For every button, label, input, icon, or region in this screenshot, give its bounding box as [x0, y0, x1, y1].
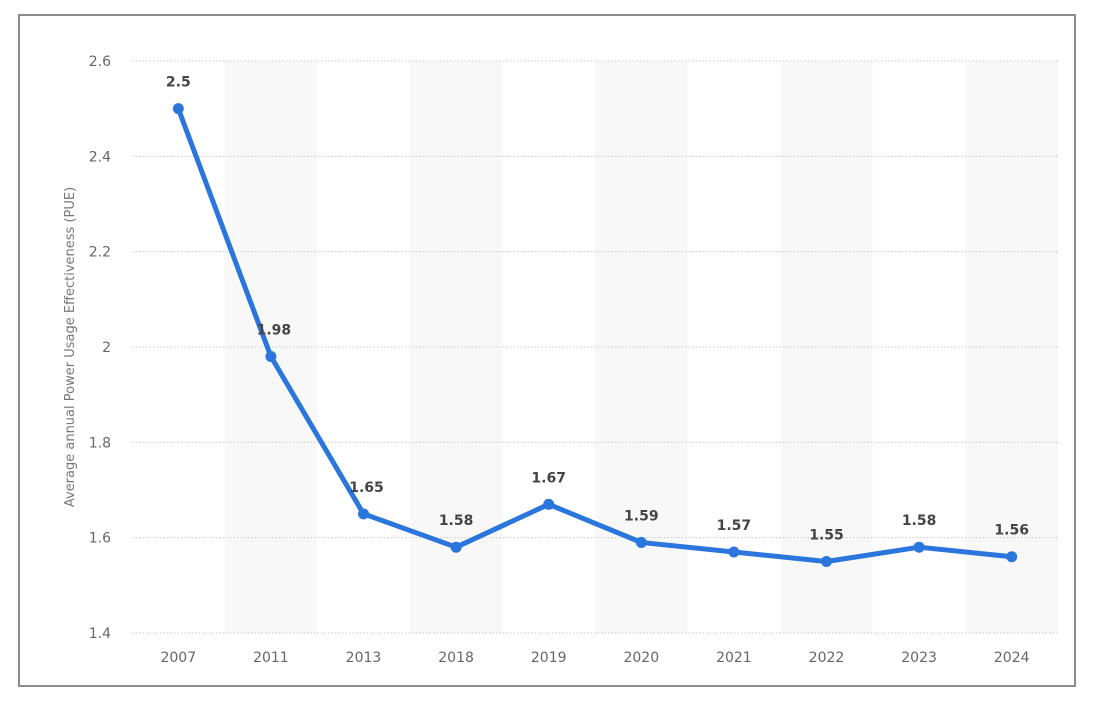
x-tick-label: 2021 — [716, 650, 752, 666]
data-label: 1.65 — [349, 480, 384, 496]
x-tick-label: 2011 — [253, 650, 289, 666]
data-point — [913, 541, 925, 553]
y-tick-label: 2.4 — [89, 149, 111, 165]
data-point — [265, 351, 277, 363]
data-point — [821, 556, 832, 567]
y-tick-label: 2 — [102, 340, 111, 356]
data-label: 1.58 — [439, 513, 474, 529]
data-label: 1.56 — [994, 523, 1029, 539]
x-tick-label: 2018 — [438, 650, 474, 666]
data-label: 1.55 — [809, 528, 844, 544]
data-label: 1.67 — [531, 470, 566, 486]
x-tick-label: 2022 — [809, 650, 845, 666]
x-tick-label: 2023 — [901, 650, 937, 666]
data-label: 1.59 — [624, 508, 659, 524]
x-tick-label: 2020 — [623, 650, 659, 666]
chart-frame — [18, 14, 1076, 687]
background-band — [224, 61, 318, 633]
y-tick-label: 1.8 — [89, 435, 111, 451]
y-tick-label: 1.4 — [89, 626, 111, 642]
y-axis-label: Average annual Power Usage Effectiveness… — [63, 187, 78, 507]
data-label: 1.57 — [717, 518, 752, 534]
data-point — [635, 536, 647, 548]
x-tick-label: 2019 — [531, 650, 567, 666]
data-label: 1.98 — [257, 323, 292, 339]
x-tick-label: 2013 — [346, 650, 382, 666]
y-tick-label: 2.2 — [89, 245, 111, 261]
data-label: 1.58 — [902, 513, 937, 529]
x-tick-label: 2024 — [994, 650, 1030, 666]
data-point — [728, 546, 740, 558]
data-point — [450, 541, 462, 553]
data-point — [358, 508, 369, 520]
y-tick-label: 1.6 — [89, 531, 111, 547]
data-point — [172, 103, 184, 115]
y-tick-label: 2.6 — [89, 54, 111, 70]
data-label: 2.5 — [166, 75, 191, 91]
data-point — [543, 498, 555, 510]
data-point — [1006, 551, 1018, 563]
series-line — [175, 106, 1015, 564]
x-tick-label: 2007 — [160, 650, 196, 666]
